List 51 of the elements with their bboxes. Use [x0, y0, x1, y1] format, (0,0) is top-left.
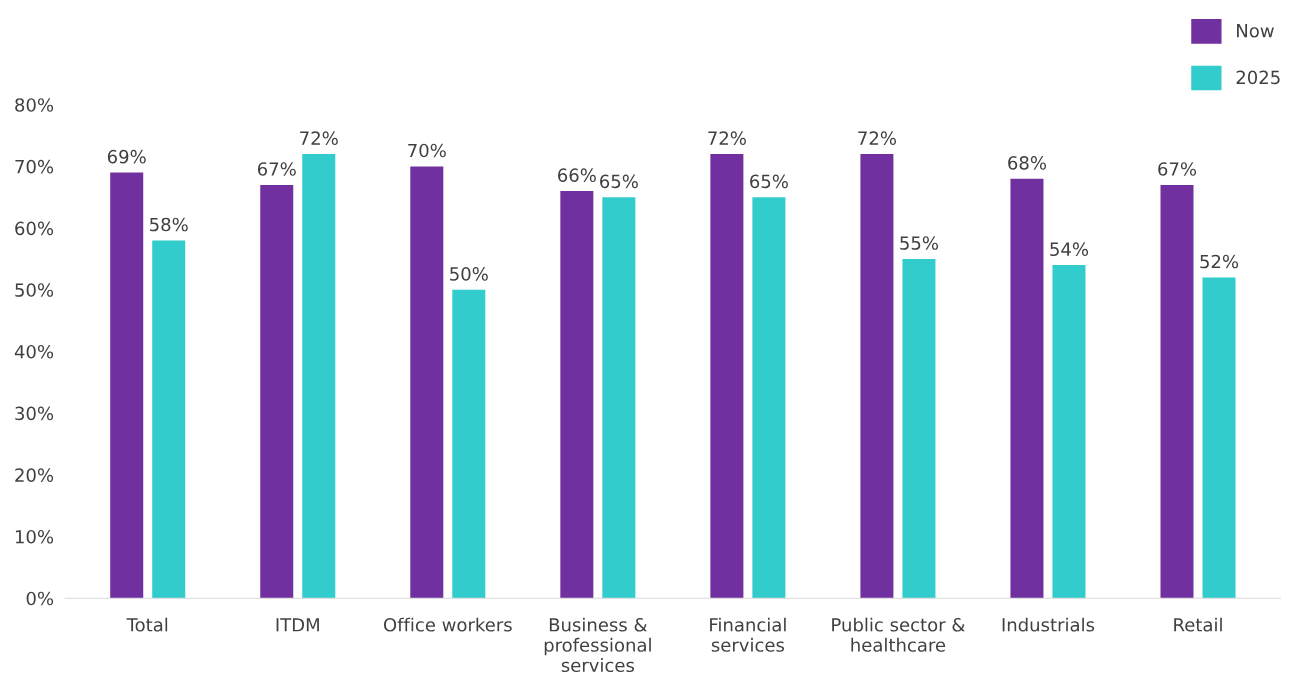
- data-label: 52%: [1200, 254, 1239, 269]
- bar: [1052, 265, 1086, 599]
- x-tick-label: Retail: [1174, 617, 1222, 632]
- x-tick-label: Business & professional services: [544, 617, 651, 673]
- y-tick-label: 30%: [15, 406, 54, 421]
- data-label: 69%: [107, 149, 146, 164]
- bar: [452, 289, 486, 599]
- bar: [602, 197, 636, 599]
- y-tick-label: 50%: [15, 283, 54, 297]
- bar: [110, 172, 144, 599]
- x-tick-label: ITDM: [276, 618, 319, 632]
- x-tick-label: Public sector & healthcare: [832, 617, 965, 652]
- data-label: 55%: [900, 236, 938, 250]
- x-tick-label: Total: [126, 617, 168, 632]
- data-label: 58%: [150, 217, 188, 232]
- y-tick-label: 40%: [14, 344, 54, 359]
- bar: [710, 154, 744, 599]
- data-label: 54%: [1050, 242, 1089, 257]
- data-label: 67%: [1158, 162, 1197, 176]
- data-label: 65%: [750, 174, 788, 189]
- data-label: 67%: [257, 162, 296, 176]
- bar: [902, 258, 936, 599]
- bar: [260, 184, 294, 599]
- x-tick-label: Financial services: [710, 617, 786, 652]
- bar: [560, 191, 594, 599]
- bar: [860, 154, 894, 599]
- data-label: 65%: [600, 174, 638, 189]
- legend-label: Now: [1237, 24, 1274, 38]
- x-tick-label: Industrials: [1002, 617, 1095, 632]
- data-label: 72%: [300, 131, 338, 145]
- bar: [1010, 178, 1044, 599]
- y-tick-label: 0%: [26, 591, 54, 606]
- y-tick-label: 80%: [15, 98, 54, 112]
- data-label: 68%: [1008, 156, 1047, 170]
- bar: [152, 240, 186, 599]
- bar: [1160, 184, 1194, 599]
- y-tick-label: 20%: [15, 468, 54, 482]
- legend-label: 2025: [1236, 70, 1280, 85]
- data-label: 66%: [558, 168, 596, 183]
- y-tick-label: 60%: [15, 221, 54, 236]
- data-label: 72%: [708, 131, 746, 145]
- bar: [302, 154, 336, 599]
- x-tick-label: Office workers: [383, 617, 512, 632]
- data-label: 50%: [450, 267, 488, 281]
- bar: [410, 166, 444, 599]
- data-label: 72%: [858, 131, 896, 145]
- bar: [1202, 277, 1236, 599]
- bar: [752, 197, 786, 599]
- y-tick-label: 10%: [15, 529, 54, 544]
- y-tick-label: 70%: [15, 159, 54, 174]
- data-label: 70%: [408, 143, 446, 158]
